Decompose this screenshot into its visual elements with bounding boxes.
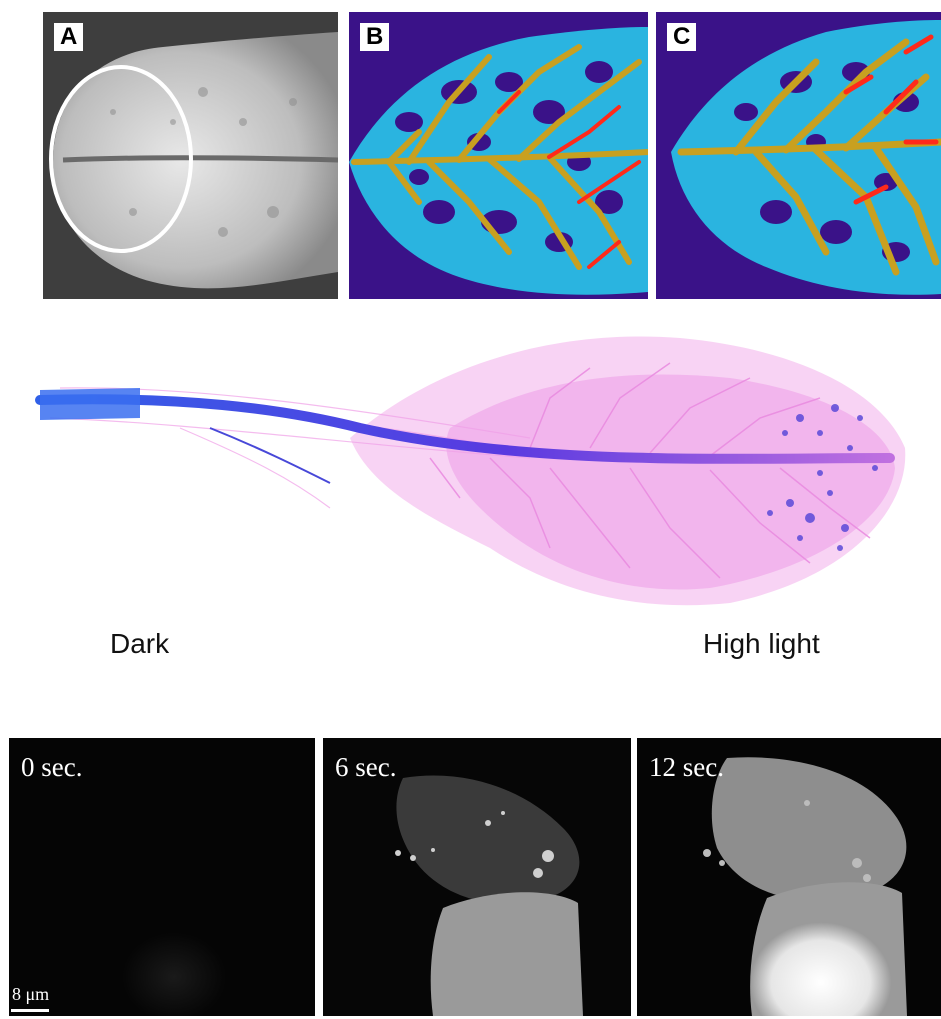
- scale-bar-label: 8 μm: [12, 984, 50, 1004]
- microscopy-frame-12-sec: 12 sec.: [637, 738, 941, 1016]
- grayscale-leaf-image: [43, 12, 338, 299]
- panel-c-heatmap-leaf: C: [656, 12, 941, 299]
- panel-c-letter: C: [667, 23, 697, 51]
- microscopy-image-12: [637, 738, 941, 1016]
- scale-bar: [11, 1009, 49, 1012]
- time-label-0: 0 sec.: [21, 752, 83, 782]
- root-gradient-image: [35, 336, 906, 606]
- microscopy-frame-0-sec: 0 sec.: [9, 738, 315, 1016]
- panel-a-grayscale-leaf: A: [43, 12, 338, 299]
- panel-b-heatmap-leaf: B: [349, 12, 648, 299]
- microscopy-frame-6-sec: 6 sec.: [323, 738, 631, 1016]
- root-gradient-figure: [30, 308, 920, 618]
- heatmap-leaf-image-b: [349, 12, 648, 299]
- panel-b-letter: B: [360, 23, 390, 51]
- gradient-label-high-light: High light: [703, 628, 820, 659]
- heatmap-leaf-image-c: [656, 12, 941, 299]
- time-label-6: 6 sec.: [335, 752, 397, 782]
- microscopy-image-0: [9, 738, 315, 1016]
- time-label-12: 12 sec.: [649, 752, 724, 782]
- gradient-label-dark: Dark: [110, 628, 170, 659]
- microscopy-image-6: [323, 738, 631, 1016]
- panel-a-letter: A: [54, 23, 84, 51]
